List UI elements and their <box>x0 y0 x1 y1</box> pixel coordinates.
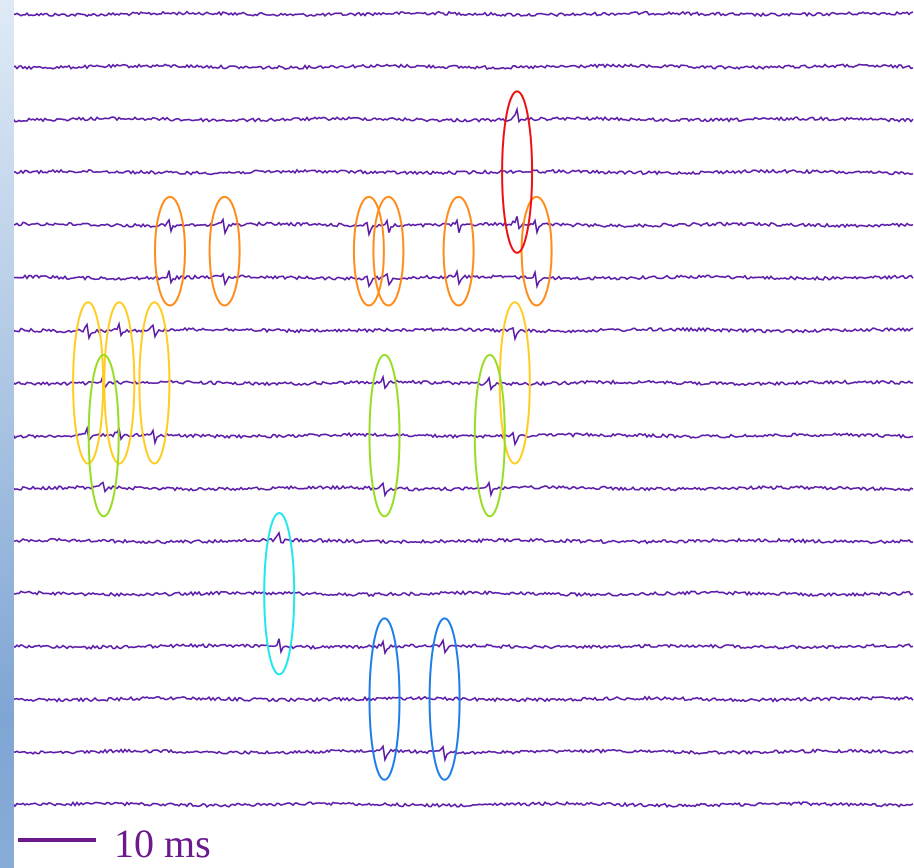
trace-channel-10 <box>14 480 914 498</box>
trace-channel-4 <box>14 168 914 176</box>
spike-ellipse-yellow-2 <box>103 301 136 465</box>
trace-channel-7 <box>14 320 914 342</box>
trace-channel-1 <box>14 10 914 18</box>
trace-channel-5 <box>14 216 914 238</box>
spike-ellipse-orange-5 <box>442 195 475 307</box>
trace-channel-12 <box>14 589 914 598</box>
spike-ellipse-orange-6 <box>520 195 553 307</box>
spike-ellipse-green-3 <box>473 353 506 518</box>
scale-bar-label: 10 ms <box>114 821 211 866</box>
trace-channel-9 <box>14 425 914 447</box>
trace-channel-3 <box>14 106 914 124</box>
spike-ellipse-orange-1 <box>154 195 186 307</box>
trace-channel-15 <box>14 744 914 763</box>
trace-channel-16 <box>14 800 914 809</box>
spike-ellipse-orange-3 <box>352 195 385 307</box>
spike-ellipse-yellow-1 <box>72 301 105 465</box>
spike-ellipse-yellow-3 <box>138 301 171 465</box>
trace-channel-13 <box>14 638 914 656</box>
spike-ellipse-orange-2 <box>208 195 241 307</box>
trace-channel-14 <box>14 695 914 703</box>
spike-ellipse-yellow-4 <box>498 301 531 465</box>
trace-channel-6 <box>14 268 914 290</box>
spike-raster-plot <box>14 10 914 809</box>
spike-ellipse-orange-4 <box>372 195 405 307</box>
spike-ellipse-blue-1 <box>368 617 401 781</box>
spike-ellipse-red-1 <box>501 90 534 254</box>
scale-bar: 10 ms <box>14 812 914 868</box>
spike-ellipse-blue-2 <box>428 617 461 781</box>
spike-ellipse-green-2 <box>368 353 401 518</box>
trace-channel-2 <box>14 63 914 71</box>
trace-channel-8 <box>14 372 914 392</box>
trace-channel-11 <box>14 530 914 545</box>
spike-ellipse-green-1 <box>87 353 120 518</box>
scale-bar-line <box>18 838 96 842</box>
chart-panel <box>14 0 914 812</box>
spike-ellipse-cyan-1 <box>263 512 296 676</box>
